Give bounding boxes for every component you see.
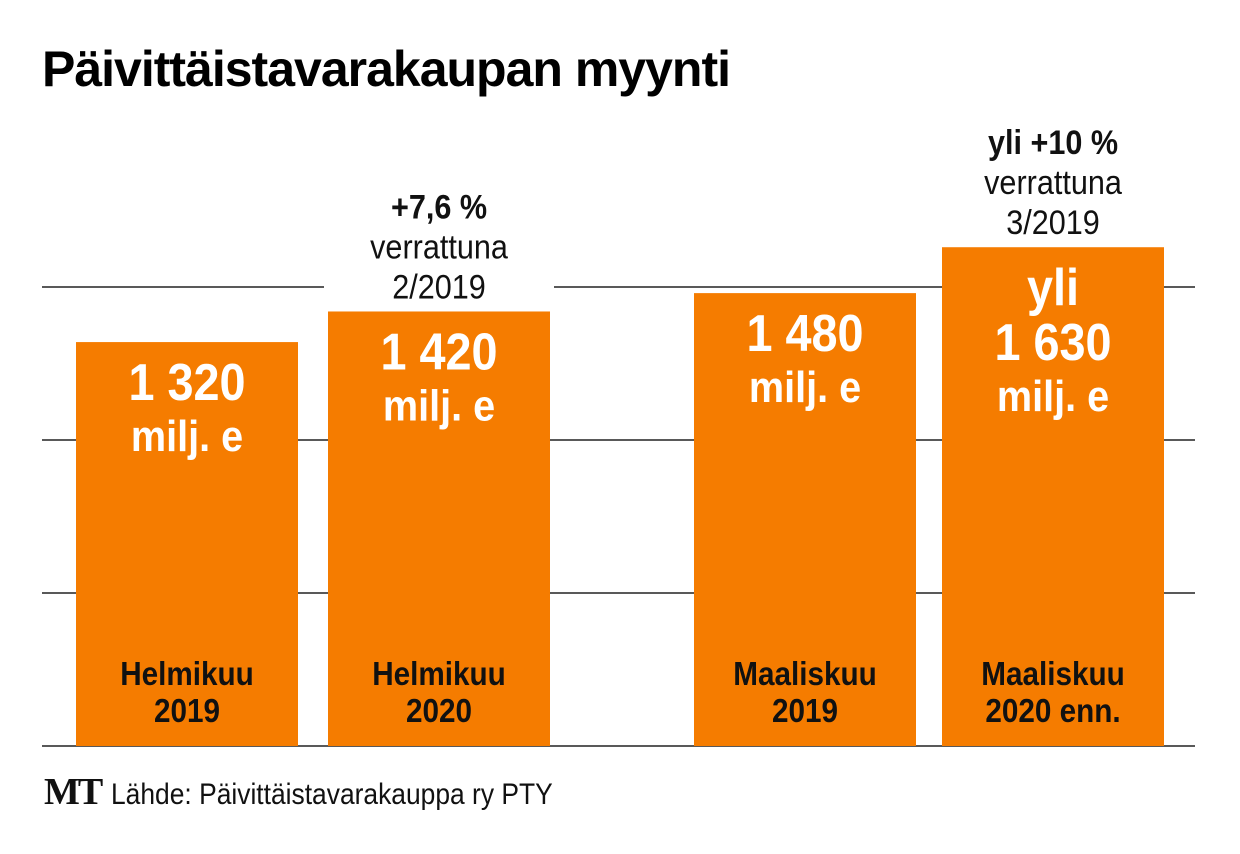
category-label: 2019	[154, 693, 220, 730]
bar	[76, 342, 298, 746]
category-label: 2020 enn.	[985, 693, 1120, 730]
annotation-background	[324, 171, 554, 312]
source-line: MT Lähde: Päivittäistavarakauppa ry PTY	[44, 770, 613, 814]
bar-value-label: milj. e	[997, 371, 1109, 420]
bar-value-label: 1 320	[128, 354, 245, 412]
chart-title: Päivittäistavarakaupan myynti	[42, 41, 731, 97]
bar-annotation: verrattuna	[984, 164, 1122, 202]
category-label: 2019	[772, 693, 838, 730]
category-label: Helmikuu	[372, 656, 506, 693]
category-label: Maaliskuu	[733, 656, 877, 693]
category-label: 2020	[406, 693, 472, 730]
bar-value-label: milj. e	[749, 362, 861, 411]
bar	[942, 247, 1164, 746]
source-text: Lähde: Päivittäistavarakauppa ry PTY	[111, 778, 553, 811]
bar	[694, 293, 916, 746]
annotation-background	[938, 107, 1168, 248]
bar-annotation: +7,6 %	[391, 188, 487, 226]
bar-annotation: 2/2019	[392, 268, 486, 306]
category-label: Helmikuu	[120, 656, 254, 693]
bar-value-label: 1 420	[380, 323, 497, 381]
bar-value-label: 1 480	[746, 305, 863, 363]
bar-value-label: milj. e	[383, 381, 495, 430]
bar	[328, 311, 550, 746]
category-label: Maaliskuu	[981, 656, 1125, 693]
bar-value-label: yli	[1027, 259, 1079, 317]
bar-value-label: milj. e	[131, 411, 243, 460]
mt-logo: MT	[44, 771, 103, 813]
bar-value-label: 1 630	[994, 314, 1111, 372]
bar-annotation: 3/2019	[1006, 204, 1100, 242]
bar-annotation: verrattuna	[370, 228, 508, 266]
bar-annotation: yli +10 %	[988, 124, 1118, 162]
